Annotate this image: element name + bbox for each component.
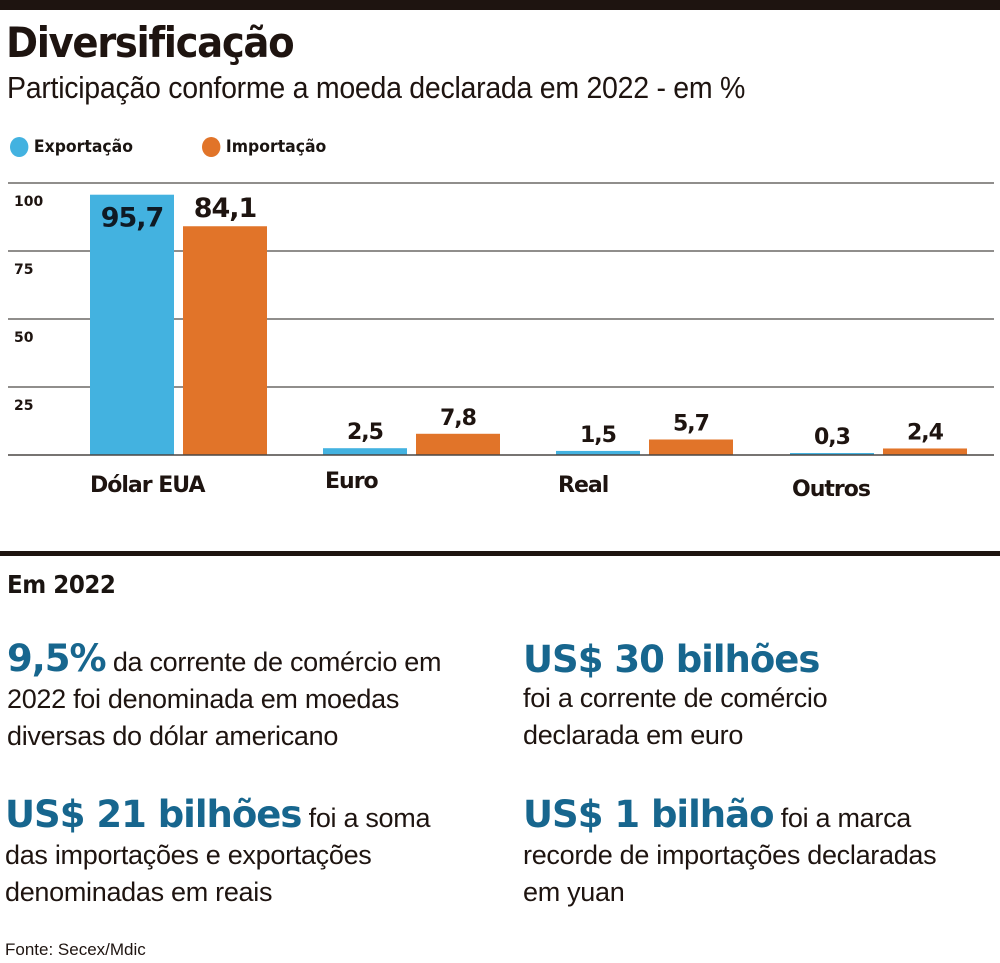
section-divider bbox=[0, 551, 1000, 556]
bar-exportao-3 bbox=[790, 453, 874, 455]
bar-importao-0 bbox=[183, 226, 267, 455]
data-label: 7,8 bbox=[440, 406, 476, 431]
bar-importao-3 bbox=[883, 448, 967, 455]
data-label: 84,1 bbox=[194, 193, 257, 224]
legend: Exportação Importação bbox=[10, 137, 395, 157]
y-tick-label: 100 bbox=[14, 194, 43, 210]
fact-text: foi a soma das importações e exportações… bbox=[5, 803, 431, 907]
legend-item-exportacao: Exportação bbox=[10, 137, 133, 157]
fact-highlight: US$ 21 bilhões bbox=[5, 793, 302, 836]
x-category-label: Dólar EUA bbox=[90, 473, 205, 498]
chart-title: Diversificação bbox=[6, 18, 295, 67]
fact-text: foi a marca recorde de importações decla… bbox=[523, 803, 937, 907]
data-label: 95,7 bbox=[101, 203, 164, 234]
data-label: 2,5 bbox=[347, 420, 383, 445]
x-category-label: Euro bbox=[325, 469, 379, 494]
legend-item-importacao: Importação bbox=[201, 137, 326, 157]
data-label: 0,3 bbox=[814, 425, 850, 450]
fact-text: foi a corrente de comércio declarada em … bbox=[523, 683, 828, 750]
data-label: 1,5 bbox=[580, 423, 616, 448]
y-tick-label: 25 bbox=[14, 398, 33, 414]
legend-label: Exportação bbox=[33, 137, 133, 157]
fact-highlight: US$ 30 bilhões bbox=[523, 638, 820, 681]
fact-item: US$ 21 bilhões foi a soma das importaçõe… bbox=[5, 796, 445, 911]
fact-item: US$ 1 bilhão foi a marca recorde de impo… bbox=[523, 796, 943, 911]
bar-importao-2 bbox=[649, 439, 733, 455]
x-category-label: Real bbox=[558, 473, 608, 498]
section-title: Em 2022 bbox=[7, 570, 116, 599]
fact-item: 9,5% da corrente de comércio em 2022 foi… bbox=[7, 640, 487, 755]
legend-swatch-importacao bbox=[201, 137, 221, 157]
data-label: 2,4 bbox=[907, 420, 944, 445]
source-note: Fonte: Secex/Mdic bbox=[5, 940, 146, 959]
bar-exportao-1 bbox=[323, 448, 407, 455]
legend-label: Importação bbox=[225, 137, 326, 157]
data-label: 5,7 bbox=[673, 411, 709, 436]
fact-text: da corrente de comércio em 2022 foi deno… bbox=[7, 647, 442, 751]
bar-exportao-2 bbox=[556, 450, 640, 455]
bar-importao-1 bbox=[416, 433, 500, 455]
fact-highlight: US$ 1 bilhão bbox=[523, 793, 775, 836]
bar-chart: 25 50 75 100 95,7 84,1 Dólar EUA 2,5 7,8 Euro 1,5 5… bbox=[8, 182, 994, 502]
fact-item: US$ 30 bilhões foi a corrente de comércio… bbox=[523, 640, 883, 754]
top-rule bbox=[0, 0, 1000, 10]
y-tick-label: 75 bbox=[14, 262, 33, 278]
legend-swatch-exportacao bbox=[10, 137, 29, 157]
chart-subtitle: Participação conforme a moeda declarada … bbox=[7, 70, 746, 105]
y-tick-label: 50 bbox=[14, 330, 34, 346]
bar-exportao-0 bbox=[90, 194, 174, 456]
x-category-label: Outros bbox=[792, 477, 871, 502]
fact-highlight: 9,5% bbox=[7, 637, 107, 680]
